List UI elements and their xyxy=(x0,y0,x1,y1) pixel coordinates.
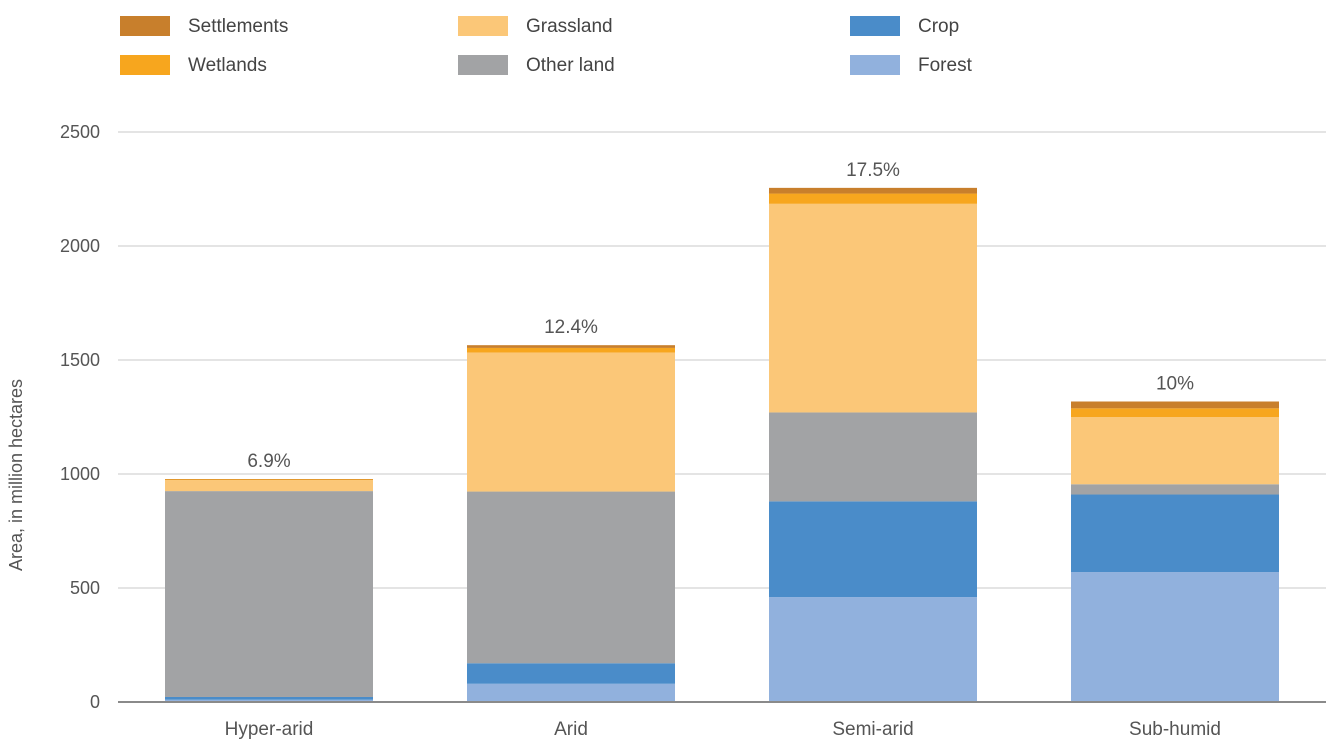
y-tick-label: 1500 xyxy=(60,350,100,370)
bar-segment-forest xyxy=(165,699,373,702)
legend-label: Wetlands xyxy=(188,55,267,76)
bar-segment-settlements xyxy=(467,345,675,348)
legend-swatch xyxy=(850,55,900,75)
axes: Hyper-arid Arid Semi-arid Sub-humid xyxy=(118,701,1326,740)
bar-segment-grassland xyxy=(769,203,977,413)
y-tick-label: 2500 xyxy=(60,122,100,142)
bar-segment-forest xyxy=(769,597,977,702)
legend-label: Grassland xyxy=(526,16,613,37)
bar-segment-grassland xyxy=(1071,417,1279,485)
bar-segment-forest xyxy=(1071,572,1279,702)
legend-label: Other land xyxy=(526,55,615,76)
bar-total-label: 10% xyxy=(1156,373,1194,394)
bars: 6.9% 12.4% 17.5% 10% xyxy=(165,160,1279,702)
bar-segment-crop xyxy=(165,696,373,700)
bar-segment-settlements xyxy=(769,187,977,194)
y-tick-label: 500 xyxy=(70,578,100,598)
bar-total-label: 17.5% xyxy=(846,160,900,181)
legend-label: Forest xyxy=(918,55,972,76)
bar-segment-wetlands xyxy=(467,347,675,353)
bar-total-label: 12.4% xyxy=(544,317,598,338)
bar-segment-grassland xyxy=(467,352,675,492)
bar-segment-other-land xyxy=(165,491,373,697)
y-tick-label: 2000 xyxy=(60,236,100,256)
bar-segment-crop xyxy=(769,501,977,598)
bar-segment-other-land xyxy=(769,412,977,502)
legend-label: Settlements xyxy=(188,16,289,37)
legend-swatch xyxy=(120,16,170,36)
bar-segment-other-land xyxy=(1071,484,1279,495)
bar-total-label: 6.9% xyxy=(247,451,290,472)
y-tick-label: 1000 xyxy=(60,464,100,484)
bar-segment-crop xyxy=(1071,494,1279,573)
bar-segment-wetlands xyxy=(165,479,373,481)
legend-swatch xyxy=(458,55,508,75)
legend-swatch xyxy=(458,16,508,36)
bar-segment-wetlands xyxy=(769,193,977,204)
bar-segment-wetlands xyxy=(1071,408,1279,417)
y-tick-label: 0 xyxy=(90,692,100,712)
bar-segment-settlements xyxy=(1071,401,1279,409)
x-tick-label: Sub-humid xyxy=(1129,719,1221,740)
gridlines: 0 500 1000 1500 2000 2500 xyxy=(60,122,1326,712)
legend-label: Crop xyxy=(918,16,960,37)
x-tick-label: Arid xyxy=(554,719,588,740)
legend-swatch xyxy=(850,16,900,36)
x-tick-label: Semi-arid xyxy=(832,719,913,740)
bar-segment-crop xyxy=(467,663,675,684)
bar-segment-forest xyxy=(467,683,675,702)
y-axis-label: Area, in million hectares xyxy=(6,379,26,571)
legend-swatch xyxy=(120,55,170,75)
bar-segment-grassland xyxy=(165,480,373,492)
bar-segment-other-land xyxy=(467,491,675,664)
x-tick-label: Hyper-arid xyxy=(225,719,314,740)
